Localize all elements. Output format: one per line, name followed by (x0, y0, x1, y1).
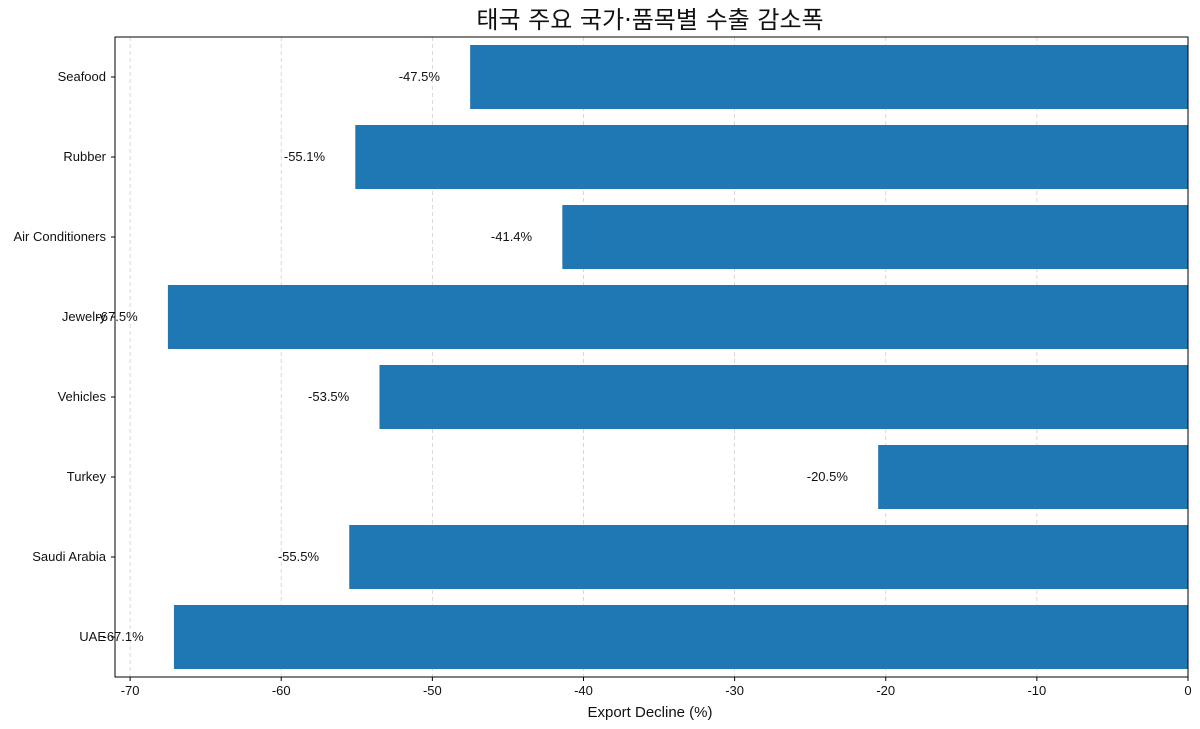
bar-seafood (470, 45, 1188, 109)
bar-jewelry (167, 285, 1189, 349)
x-tick-label: -70 (121, 683, 140, 698)
data-label: -55.5% (278, 549, 320, 564)
bar-rubber (355, 125, 1189, 189)
x-tick-label: -10 (1027, 683, 1046, 698)
bars-layer (167, 45, 1189, 669)
y-tick-label: Vehicles (58, 389, 107, 404)
x-tick-label: -20 (876, 683, 895, 698)
y-tick-label: Turkey (67, 469, 107, 484)
bar-air-conditioners (562, 205, 1188, 269)
data-label: -47.5% (399, 69, 441, 84)
plot-frame (114, 36, 1189, 678)
bar-saudi-arabia (349, 525, 1189, 589)
x-tick-label: -40 (574, 683, 593, 698)
y-tick-label: Air Conditioners (14, 229, 107, 244)
x-tick-label: -30 (725, 683, 744, 698)
data-label: -20.5% (807, 469, 849, 484)
x-tick-label: 0 (1184, 683, 1191, 698)
bar-turkey (878, 445, 1188, 509)
x-tick-label: -50 (423, 683, 442, 698)
bar-uae (173, 605, 1188, 669)
y-tick-label: Rubber (63, 149, 106, 164)
y-axis: Seafood Rubber Air Conditioners Jewelry Vehi… (14, 69, 115, 644)
chart-title: 태국 주요 국가·품목별 수출 감소폭 (476, 6, 823, 34)
data-label: -55.1% (284, 149, 326, 164)
y-tick-label: UAE (79, 629, 106, 644)
data-label: -67.5% (96, 309, 138, 324)
data-label: -53.5% (308, 389, 350, 404)
x-axis-label: Export Decline (%) (587, 704, 712, 721)
data-labels-layer: -47.5% -55.1% -41.4% -67.5% -53.5% -20.5% -55.… (96, 69, 848, 644)
data-label: -67.1% (103, 629, 145, 644)
x-tick-label: -60 (272, 683, 291, 698)
y-tick-label: Jewelry (62, 309, 107, 324)
data-label: -41.4% (491, 229, 533, 244)
y-tick-label: Saudi Arabia (32, 549, 106, 564)
bar-vehicles (379, 365, 1189, 429)
x-axis: -70 -60 -50 -40 -30 -20 -10 0 (121, 677, 1192, 698)
y-tick-label: Seafood (58, 69, 106, 84)
